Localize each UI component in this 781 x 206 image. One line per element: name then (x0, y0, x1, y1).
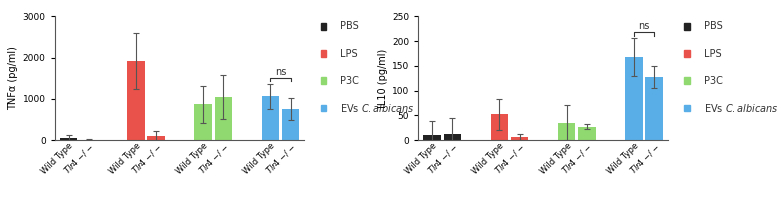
Bar (321, 50, 326, 57)
Bar (684, 105, 690, 111)
Text: P3C: P3C (704, 76, 722, 86)
Bar (684, 50, 690, 57)
Bar (578, 127, 596, 140)
Text: ns: ns (275, 67, 286, 77)
Bar (490, 114, 508, 140)
Text: P3C: P3C (340, 76, 359, 86)
Bar (684, 77, 690, 84)
Text: EVs $\it{C.albicans}$: EVs $\it{C.albicans}$ (340, 102, 415, 114)
Bar (423, 135, 440, 140)
Y-axis label: IL10 (pg/ml): IL10 (pg/ml) (378, 49, 388, 108)
Text: PBS: PBS (340, 21, 359, 31)
Bar (194, 104, 212, 140)
Bar (626, 57, 643, 140)
Bar (511, 137, 528, 140)
Text: LPS: LPS (704, 49, 722, 59)
Bar (684, 23, 690, 30)
Bar (645, 77, 663, 140)
Bar (262, 96, 279, 140)
Bar (321, 23, 326, 30)
Text: EVs $\it{C.albicans}$: EVs $\it{C.albicans}$ (704, 102, 779, 114)
Bar (215, 97, 232, 140)
Bar (127, 61, 144, 140)
Bar (148, 136, 165, 140)
Bar (321, 77, 326, 84)
Text: PBS: PBS (704, 21, 722, 31)
Bar (321, 105, 326, 111)
Bar (444, 134, 461, 140)
Bar (558, 123, 576, 140)
Text: ns: ns (638, 21, 650, 32)
Text: LPS: LPS (340, 49, 358, 59)
Bar (60, 138, 77, 140)
Y-axis label: TNFα (pg/ml): TNFα (pg/ml) (9, 46, 19, 110)
Bar (282, 109, 299, 140)
